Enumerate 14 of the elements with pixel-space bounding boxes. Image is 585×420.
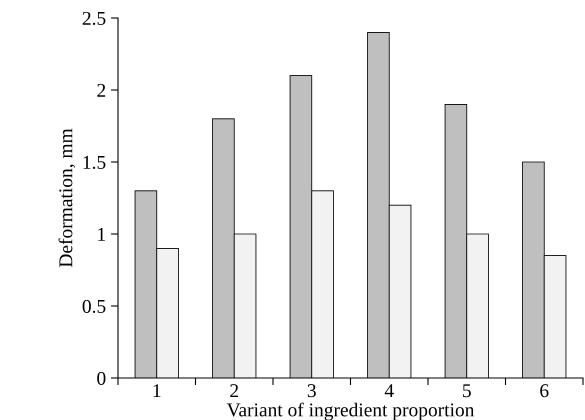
x-tick-label: 5 — [463, 384, 471, 398]
y-tick-label: 1 — [98, 228, 106, 241]
x-axis-title: Variant of ingredient proportion — [226, 402, 474, 420]
y-tick-label: 2 — [97, 84, 106, 97]
x-tick-label: 2 — [230, 384, 238, 398]
x-tick-label: 4 — [384, 384, 394, 398]
y-tick-label: 0 — [97, 372, 106, 385]
y-tick-label: 0.5 — [82, 300, 106, 314]
x-tick-label: 3 — [308, 384, 316, 398]
x-tick-label: 6 — [540, 384, 549, 398]
y-tick-label: 2.5 — [82, 12, 106, 26]
y-axis-title: Deformation, mm — [58, 128, 76, 268]
x-tick-label: 1 — [154, 384, 160, 398]
y-tick-label: 1.5 — [84, 156, 106, 170]
